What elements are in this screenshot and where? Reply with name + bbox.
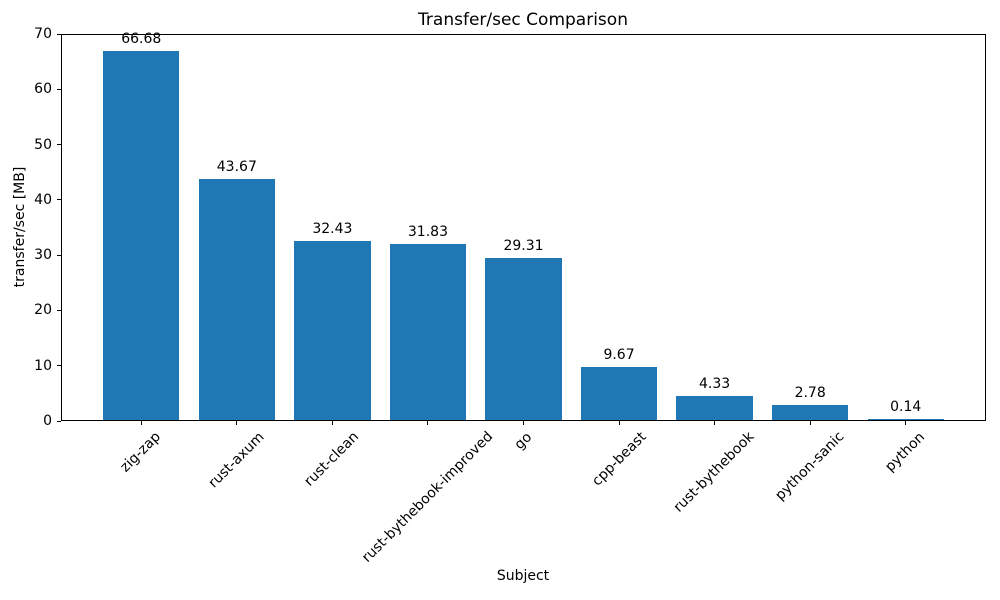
y-axis-label: transfer/sec [MB]: [12, 166, 28, 288]
y-tick-mark: [57, 199, 61, 201]
bar-value-label: 4.33: [699, 376, 731, 393]
x-axis-label: Subject: [496, 568, 550, 584]
y-tick-label: 60: [34, 81, 52, 98]
y-tick-mark: [57, 365, 61, 367]
y-tick-mark: [57, 88, 61, 90]
x-tick-mark: [618, 421, 620, 425]
bar-value-label: 29.31: [503, 237, 544, 254]
x-tick-label: rust-bythebook: [670, 429, 758, 516]
bar-value-label: 9.67: [603, 346, 635, 363]
x-tick-label: go: [511, 428, 536, 453]
bar-value-label: 31.83: [407, 224, 448, 241]
y-tick-mark: [57, 33, 61, 35]
chart-title: Transfer/sec Comparison: [418, 10, 628, 30]
y-tick-label: 50: [34, 136, 52, 153]
x-tick-mark: [427, 421, 429, 425]
bar: [580, 366, 658, 420]
x-tick-mark: [809, 421, 811, 425]
bar-value-label: 2.78: [794, 384, 826, 401]
y-tick-label: 40: [34, 191, 52, 208]
x-tick-label: python: [882, 428, 929, 475]
y-tick-label: 30: [34, 247, 52, 264]
x-tick-mark: [140, 421, 142, 425]
bar-value-label: 66.68: [121, 31, 162, 48]
x-tick-mark: [523, 421, 524, 425]
y-tick-mark: [57, 144, 61, 146]
bar: [485, 257, 562, 420]
bar: [676, 396, 753, 420]
x-tick-label: rust-clean: [301, 428, 363, 490]
y-tick-label: 20: [34, 302, 52, 319]
bar: [198, 178, 276, 420]
bar: [771, 404, 849, 420]
bar: [103, 51, 180, 420]
x-tick-mark: [714, 421, 716, 425]
y-tick-mark: [57, 254, 61, 256]
bar-value-label: 43.67: [216, 158, 257, 175]
y-tick-label: 10: [34, 357, 52, 374]
y-tick-mark: [57, 420, 61, 422]
x-tick-mark: [905, 421, 907, 425]
bar: [867, 419, 944, 420]
y-tick-label: 0: [43, 413, 52, 429]
x-tick-label: zig-zap: [117, 428, 165, 476]
x-tick-label: python-sanic: [772, 428, 848, 505]
bar: [389, 244, 467, 420]
x-tick-label: rust-bythebook-improved: [358, 428, 497, 567]
x-tick-mark: [331, 421, 333, 425]
y-tick-mark: [57, 309, 61, 311]
bar-value-label: 32.43: [312, 220, 353, 237]
bar: [294, 240, 371, 420]
y-tick-label: 70: [34, 26, 52, 42]
x-tick-label: rust-axum: [205, 429, 268, 492]
x-tick-mark: [236, 421, 238, 425]
x-tick-label: cpp-beast: [588, 428, 650, 490]
bar-value-label: 0.14: [890, 399, 922, 416]
